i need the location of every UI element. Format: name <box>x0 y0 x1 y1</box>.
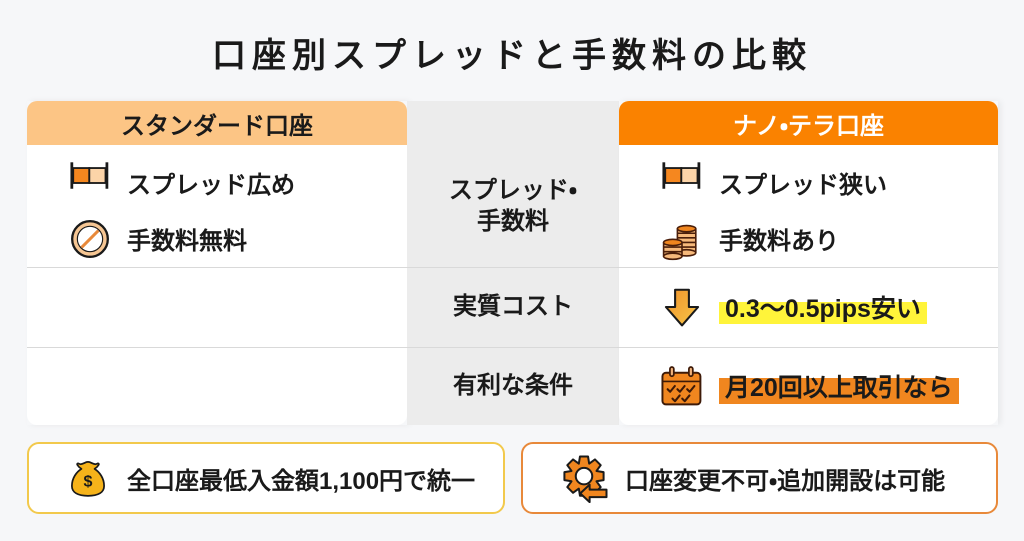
svg-text:$: $ <box>84 473 93 491</box>
